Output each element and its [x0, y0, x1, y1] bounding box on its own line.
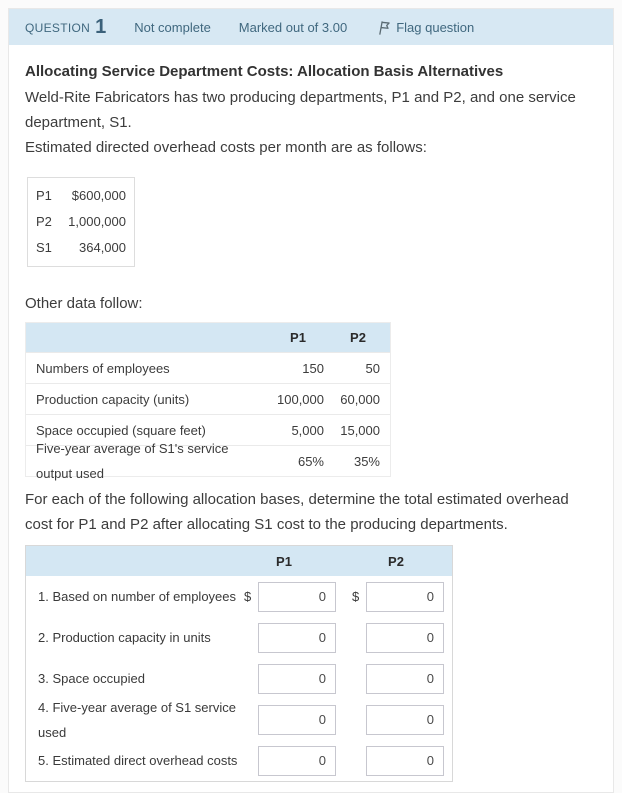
answer-header-row: P1 P2 — [26, 546, 452, 576]
marks-text: Marked out of 3.00 — [238, 20, 348, 35]
answer-input-p1-row3[interactable] — [258, 663, 336, 694]
cost-dept: P1 — [36, 188, 52, 203]
estimate-text: Estimated directed overhead costs per mo… — [25, 139, 427, 156]
flag-question-button[interactable]: Flag question — [377, 20, 474, 36]
p1-value: 65% — [297, 453, 324, 469]
table-row: Numbers of employees 150 50 — [26, 352, 390, 383]
answer-input-p1-row2[interactable] — [258, 622, 336, 653]
other-data-header-row: P1 P2 — [26, 323, 390, 352]
other-data-label: Other data follow: — [25, 295, 143, 312]
answer-input-p2-row4[interactable] — [366, 704, 444, 735]
cost-dept: S1 — [36, 240, 52, 255]
currency-symbol-p1: $ — [244, 589, 252, 604]
cost-row: P1 $600,000 — [36, 183, 126, 209]
p2-value: 35% — [353, 453, 380, 469]
answer-table: P1 P2 1. Based on number of employees $ … — [25, 545, 453, 782]
row-label: Production capacity (units) — [36, 391, 190, 407]
answer-row-label: 1. Based on number of employees — [38, 589, 237, 604]
flag-icon — [377, 20, 390, 36]
answer-row-label: 3. Space occupied — [38, 671, 145, 686]
column-header-p1: P1 — [290, 330, 306, 345]
cost-amount: 1,000,000 — [68, 214, 126, 229]
row-label: Numbers of employees — [36, 360, 170, 376]
p2-value: 50 — [365, 360, 380, 376]
p1-value: 100,000 — [277, 391, 324, 407]
cost-amount: $600,000 — [71, 188, 126, 203]
cost-amount: 364,000 — [79, 240, 126, 255]
other-data-table: P1 P2 Numbers of employees 150 50 Produc… — [25, 322, 391, 481]
answer-input-p2-row1[interactable] — [366, 581, 444, 612]
cost-table: P1 $600,000 P2 1,000,000 S1 364,000 — [27, 177, 135, 267]
cost-row: S1 364,000 — [36, 235, 126, 261]
answer-input-p2-row2[interactable] — [366, 622, 444, 653]
answer-row: 1. Based on number of employees $ $ — [26, 576, 452, 617]
answer-input-p1-row1[interactable] — [258, 581, 336, 612]
intro-text: Weld-Rite Fabricators has two producing … — [25, 89, 576, 131]
row-label: Space occupied (square feet) — [36, 422, 206, 438]
answer-row-label: 2. Production capacity in units — [38, 630, 211, 645]
column-header-p2: P2 — [350, 330, 366, 345]
p2-value: 15,000 — [340, 422, 380, 438]
answer-row-label: 5. Estimated direct overhead costs — [38, 753, 238, 768]
question-number: 1 — [95, 16, 107, 38]
p2-value: 60,000 — [340, 391, 380, 407]
question-label: QUESTION — [25, 20, 91, 35]
cost-row: P2 1,000,000 — [36, 209, 126, 235]
table-row: Five-year average of S1's service output… — [26, 441, 390, 481]
flag-label[interactable]: Flag question — [396, 20, 475, 35]
table-row: Production capacity (units) 100,000 60,0… — [26, 383, 390, 414]
answer-row: 3. Space occupied — [26, 658, 452, 699]
question-header: QUESTION 1 Not complete Marked out of 3.… — [9, 9, 613, 45]
status-text: Not complete — [134, 20, 211, 35]
answer-column-header-p1: P1 — [276, 553, 292, 569]
answer-input-p2-row5[interactable] — [366, 745, 444, 776]
answer-row: 5. Estimated direct overhead costs — [26, 740, 452, 781]
answer-column-header-p2: P2 — [388, 553, 404, 569]
p1-value: 150 — [302, 360, 324, 376]
answer-input-p1-row5[interactable] — [258, 745, 336, 776]
cost-dept: P2 — [36, 214, 52, 229]
question-content: Allocating Service Department Costs: All… — [9, 45, 613, 792]
answer-row: 4. Five-year average of S1 service used — [26, 699, 452, 740]
question-box: QUESTION 1 Not complete Marked out of 3.… — [8, 8, 614, 793]
question-title: Allocating Service Department Costs: All… — [25, 63, 504, 80]
answer-input-p2-row3[interactable] — [366, 663, 444, 694]
answer-row: 2. Production capacity in units — [26, 617, 452, 658]
instruction-text: For each of the following allocation bas… — [25, 491, 569, 533]
p1-value: 5,000 — [291, 422, 324, 438]
answer-input-p1-row4[interactable] — [258, 704, 336, 735]
answer-row-label: 4. Five-year average of S1 service used — [38, 699, 236, 740]
row-label: Five-year average of S1's service output… — [36, 441, 229, 481]
currency-symbol-p2: $ — [352, 589, 360, 604]
table-row: Space occupied (square feet) 5,000 15,00… — [26, 414, 390, 445]
